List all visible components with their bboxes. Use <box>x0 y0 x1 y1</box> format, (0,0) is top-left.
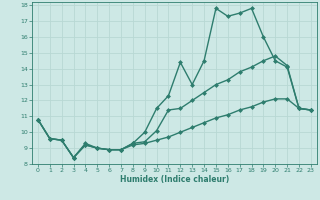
X-axis label: Humidex (Indice chaleur): Humidex (Indice chaleur) <box>120 175 229 184</box>
